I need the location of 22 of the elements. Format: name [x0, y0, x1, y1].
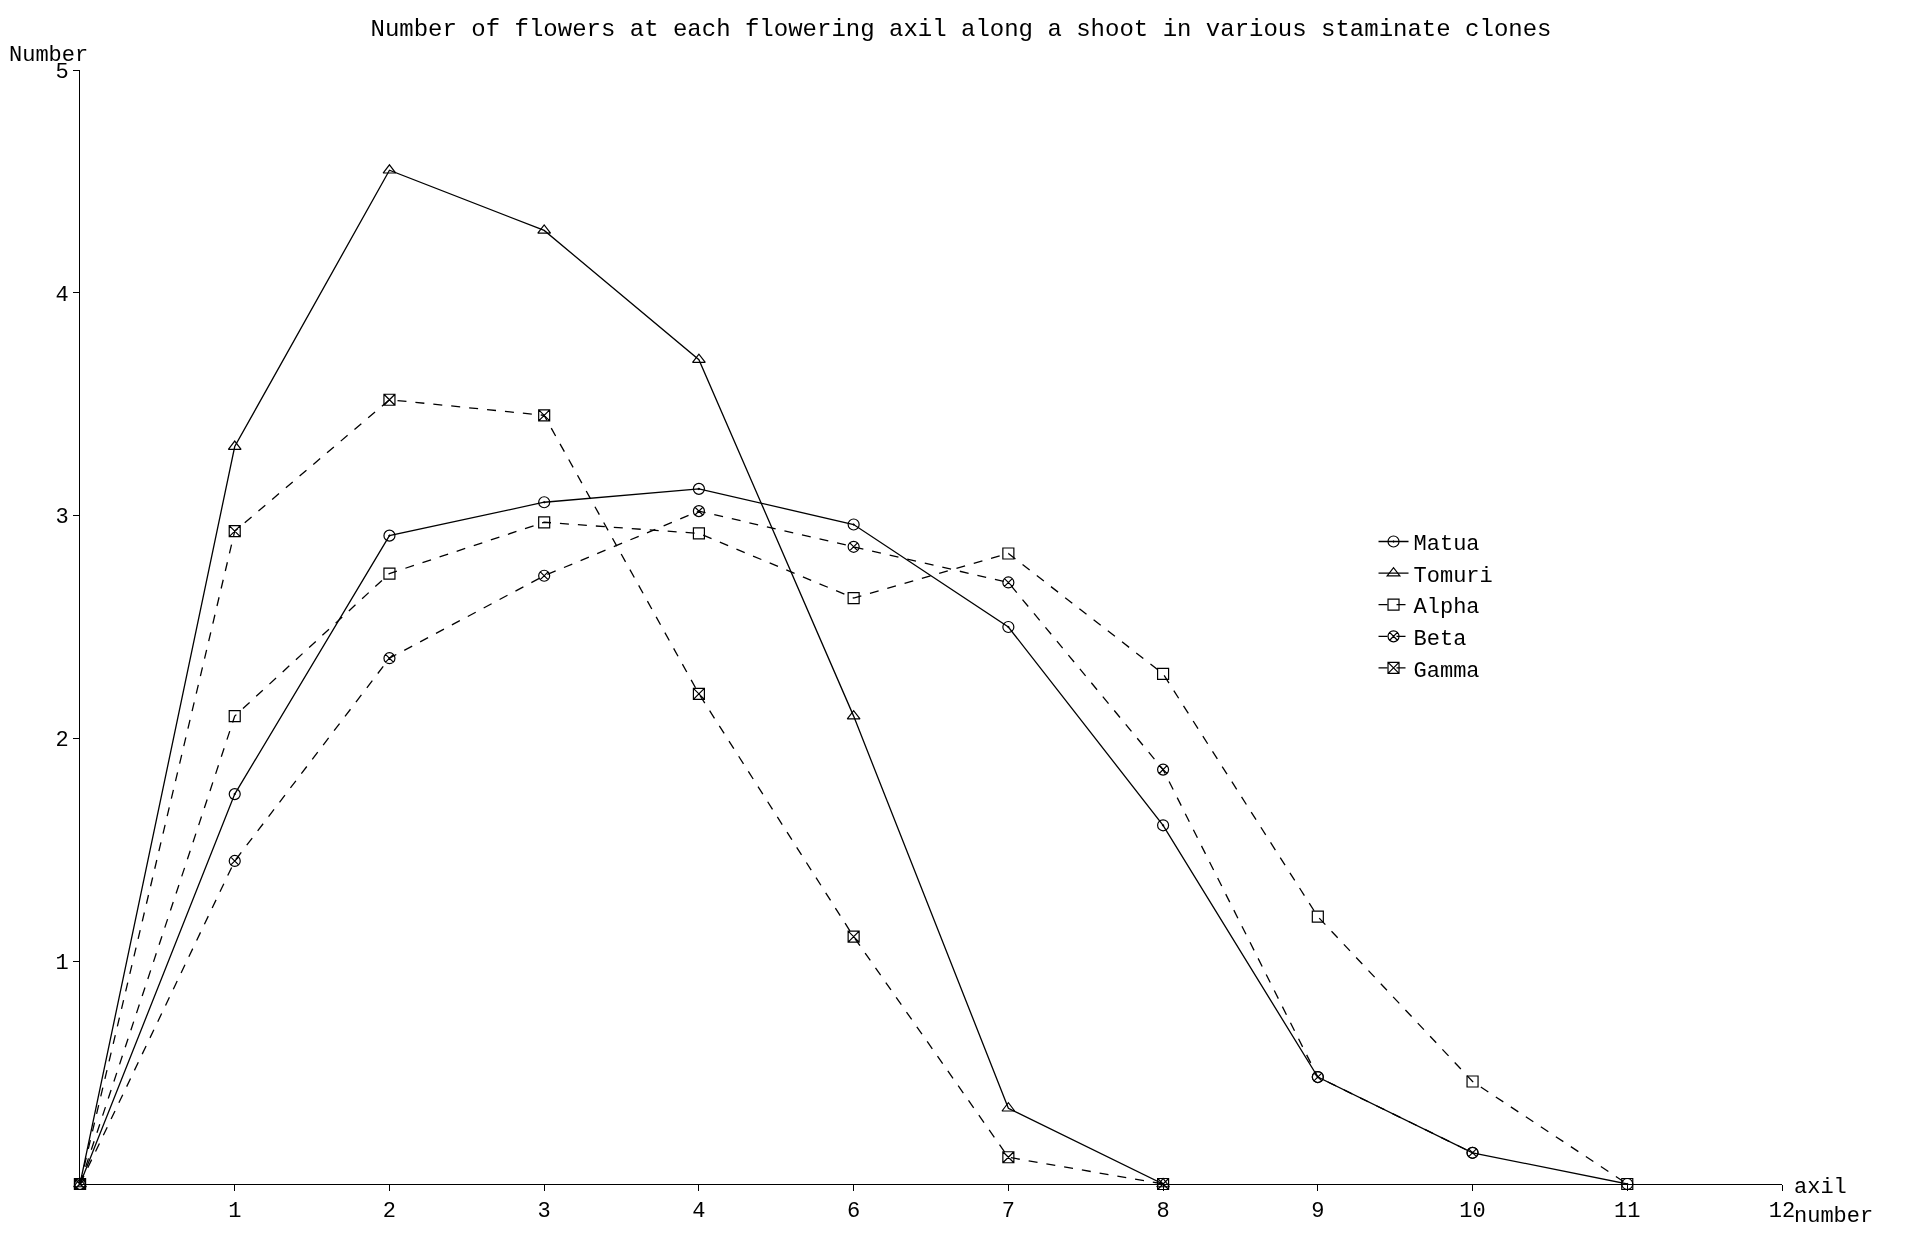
legend-label: Tomuri [1413, 563, 1493, 589]
legend-label: Beta [1413, 626, 1467, 652]
x-tick-label: 7 [1001, 1199, 1015, 1225]
x-tick-label: 1 [228, 1199, 242, 1225]
y-tick-label: 2 [55, 728, 69, 754]
x-tick-label: 10 [1459, 1199, 1486, 1225]
legend-label: Gamma [1413, 658, 1480, 684]
x-tick-label: 9 [1311, 1199, 1325, 1225]
chart-title: Number of flowers at each flowering axil along a shoot in various staminate clones [370, 15, 1552, 43]
x-tick-label: 12 [1768, 1199, 1796, 1225]
x-tick-label: 2 [382, 1199, 397, 1225]
x-tick-label: 11 [1614, 1199, 1641, 1225]
x-tick-label: 3 [537, 1199, 551, 1225]
x-tick-label: 4 [692, 1199, 706, 1225]
x-axis-title: axil number [1794, 1175, 1874, 1229]
y-tick-label: 3 [55, 505, 69, 531]
y-tick-label: 4 [55, 282, 69, 308]
legend-label: Alpha [1413, 595, 1480, 621]
x-tick-label: 8 [1156, 1199, 1170, 1225]
x-tick-label: 6 [847, 1199, 861, 1225]
legend-label: Matua [1413, 532, 1480, 558]
y-tick-label: 1 [55, 950, 69, 976]
